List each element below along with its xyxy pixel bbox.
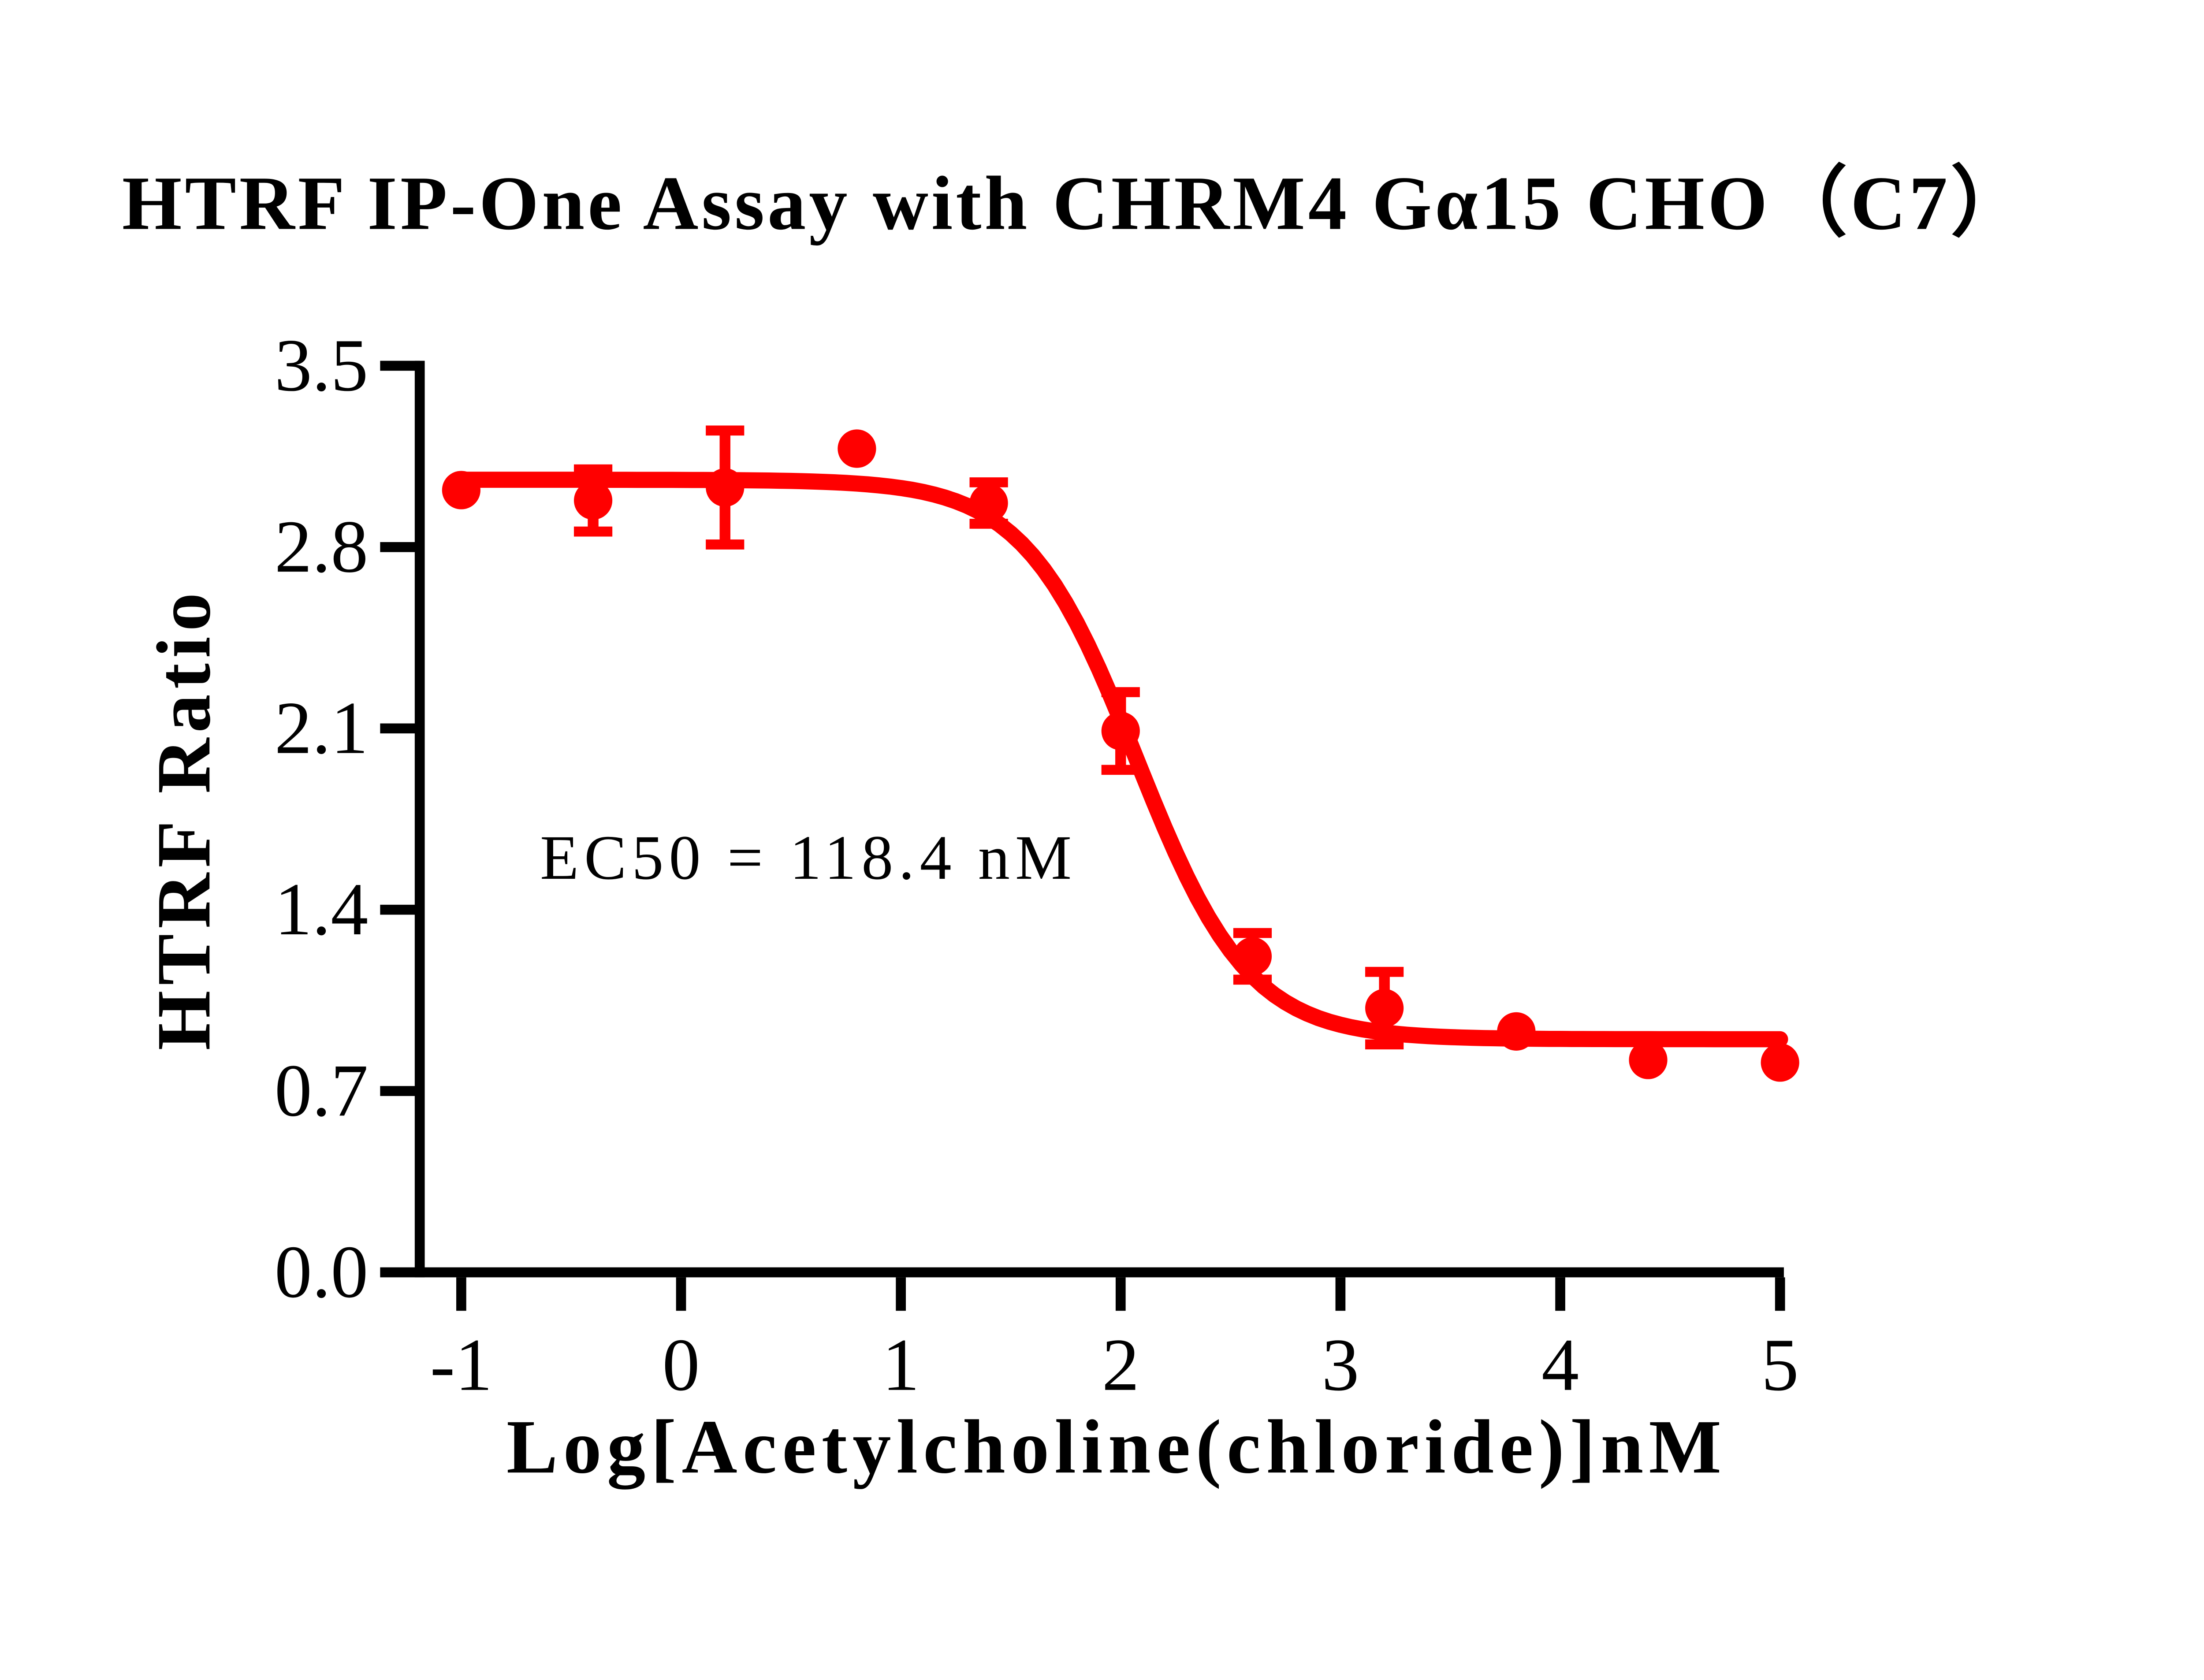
data-point	[1101, 712, 1140, 751]
data-point	[442, 471, 480, 509]
ec50-annotation: EC50 = 118.4 nM	[540, 823, 1077, 893]
x-tick-label: 0	[663, 1323, 700, 1406]
x-axis-title: Log[Acetylcholine(chloride)]nM	[506, 1404, 1727, 1489]
data-point	[1497, 1012, 1536, 1051]
chart-title: HTRF IP-One Assay with CHRM4 Gα15 CHO（C7…	[122, 161, 2030, 246]
x-tick-label: 2	[1102, 1323, 1139, 1406]
y-tick-label: 2.8	[275, 505, 369, 588]
data-point	[969, 483, 1008, 523]
data-point	[838, 429, 876, 468]
x-tick-label: -1	[430, 1323, 493, 1406]
x-tick-label: 4	[1541, 1323, 1579, 1406]
y-tick-label: 0.0	[275, 1230, 369, 1313]
y-tick-label: 3.5	[275, 323, 369, 407]
data-point	[1761, 1043, 1799, 1082]
y-axis-title: HTRF Ratio	[141, 587, 226, 1050]
x-tick-label: 3	[1322, 1323, 1359, 1406]
x-axis: -1 0 1 2 3 4 5	[380, 1267, 1799, 1406]
data-point	[1365, 989, 1404, 1028]
y-tick-label: 1.4	[275, 867, 369, 951]
data-point	[1629, 1041, 1668, 1079]
y-tick-label: 2.1	[275, 686, 369, 769]
data-point	[573, 481, 613, 520]
x-tick-label: 5	[1761, 1323, 1799, 1406]
y-tick-label: 0.7	[275, 1048, 369, 1132]
data-point	[1233, 937, 1272, 976]
data-point	[706, 468, 745, 507]
y-axis: 0.0 0.7 1.4 2.1 2.8 3.5	[275, 323, 425, 1313]
x-tick-label: 1	[882, 1323, 920, 1406]
data-points	[442, 429, 1799, 1082]
